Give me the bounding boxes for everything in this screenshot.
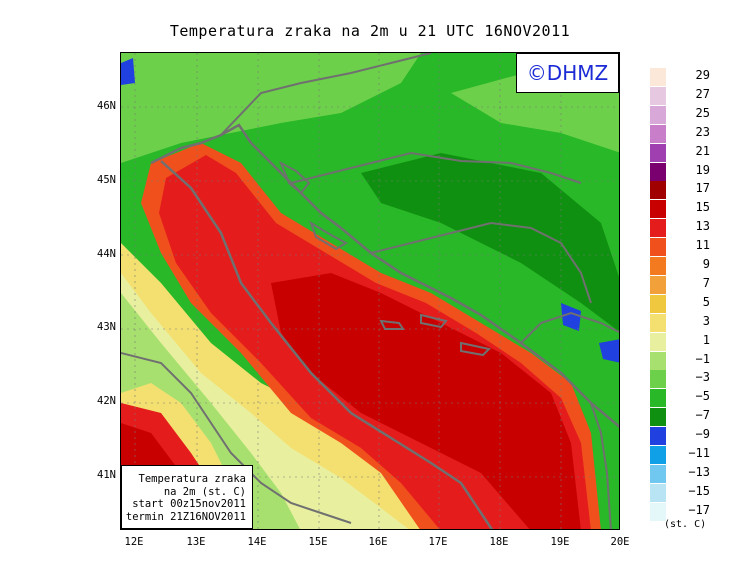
legend-swatch (650, 408, 666, 427)
lon-label-19e: 19E (550, 536, 570, 548)
legend-label: −11 (688, 446, 710, 460)
legend-swatch (650, 219, 666, 238)
legend-label: 21 (695, 143, 710, 158)
legend-label: 5 (702, 294, 710, 309)
border-bosnia (370, 221, 592, 304)
dhmz-logo: ©DHMZ (516, 53, 619, 93)
legend-label: −13 (688, 464, 710, 479)
legend-label: 7 (702, 275, 710, 290)
italian-coastline (160, 160, 494, 529)
legend-label: 11 (695, 238, 710, 253)
legend-label: −7 (695, 408, 710, 423)
legend-label: −15 (688, 483, 710, 498)
graticule (121, 53, 619, 529)
legend-swatch (650, 86, 666, 105)
lat-label-41n: 41N (97, 469, 116, 481)
legend-swatch (650, 143, 666, 162)
legend-swatch (650, 68, 666, 86)
legend-swatch (650, 370, 666, 389)
border-albania (590, 402, 612, 529)
temperature-map (120, 52, 620, 530)
cold-patch-se (599, 339, 619, 363)
legend-label: 15 (695, 200, 710, 215)
cold-patch-e (561, 303, 581, 331)
temperature-field (121, 53, 619, 529)
legend-swatch (650, 181, 666, 200)
lat-label-46n: 46N (97, 100, 116, 112)
legend-label: 3 (702, 313, 710, 328)
adriatic-deep (271, 273, 581, 529)
legend-label: 27 (695, 86, 710, 101)
italy-west-coast (121, 352, 352, 524)
island-mljet (460, 341, 492, 357)
legend-swatch (650, 446, 666, 464)
legend-label: −1 (695, 351, 710, 366)
cold-patch-nw (121, 58, 135, 85)
lon-label-13e: 13E (186, 536, 206, 548)
tyrrhenian-sea (121, 423, 181, 473)
legend-swatch (650, 464, 666, 483)
forecast-info-box: Temperatura zraka na 2m (st. C) start 00… (121, 465, 253, 529)
map-title: Temperatura zraka na 2m u 21 UTC 16NOV20… (169, 22, 571, 40)
legend-label: 1 (702, 332, 710, 347)
legend-label: 17 (695, 181, 710, 196)
legend-label: −3 (695, 370, 710, 385)
legend-label: −17 (688, 502, 710, 517)
legend-swatch (650, 294, 666, 313)
legend-swatch (650, 313, 666, 332)
legend-swatch (650, 502, 666, 521)
lon-label-16e: 16E (368, 536, 388, 548)
island-pag (309, 220, 349, 251)
legend-swatch (650, 389, 666, 408)
legend-label: 13 (695, 219, 710, 234)
legend-swatch (650, 275, 666, 294)
legend-label: 9 (702, 257, 710, 271)
lon-label-17e: 17E (428, 536, 448, 548)
info-line-2: na 2m (st. C) (163, 485, 246, 498)
border-slovenia (220, 53, 432, 136)
lon-label-18e: 18E (489, 536, 509, 548)
legend-swatch (650, 238, 666, 257)
island-krk (279, 160, 311, 195)
legend-label: −9 (695, 427, 710, 442)
legend-swatch (650, 351, 666, 370)
legend-swatch (650, 105, 666, 124)
info-line-3: start 00z15nov2011 (132, 498, 246, 510)
info-line-1: Temperatura zraka (138, 473, 246, 485)
lat-label-45n: 45N (97, 174, 116, 186)
border-bosnia-north (290, 151, 582, 184)
info-line-4: termin 21Z16NOV2011 (125, 510, 246, 523)
legend-swatch (650, 200, 666, 219)
border-montenegro (520, 311, 619, 344)
warm-land-north (121, 53, 421, 163)
legend-swatch (650, 257, 666, 275)
legend-swatch (650, 162, 666, 181)
legend-swatch (650, 483, 666, 502)
legend-label: 19 (695, 162, 710, 177)
legend-label: 25 (695, 105, 710, 120)
lon-label-20e: 20E (610, 536, 630, 548)
lat-label-43n: 43N (97, 321, 116, 333)
legend-label: −5 (695, 389, 710, 404)
legend-units: (st. C) (664, 519, 707, 530)
legend-swatch (650, 124, 666, 143)
island-brac (420, 313, 448, 329)
cold-land-northeast (361, 153, 619, 332)
lon-label-12e: 12E (124, 536, 144, 548)
legend-label: 29 (695, 68, 710, 82)
lon-label-15e: 15E (308, 536, 328, 548)
legend-label: 23 (695, 124, 710, 139)
lon-label-14e: 14E (247, 536, 267, 548)
lat-label-42n: 42N (97, 395, 116, 407)
legend-swatch (650, 427, 666, 446)
lat-label-44n: 44N (97, 248, 116, 260)
legend-swatch (650, 332, 666, 351)
